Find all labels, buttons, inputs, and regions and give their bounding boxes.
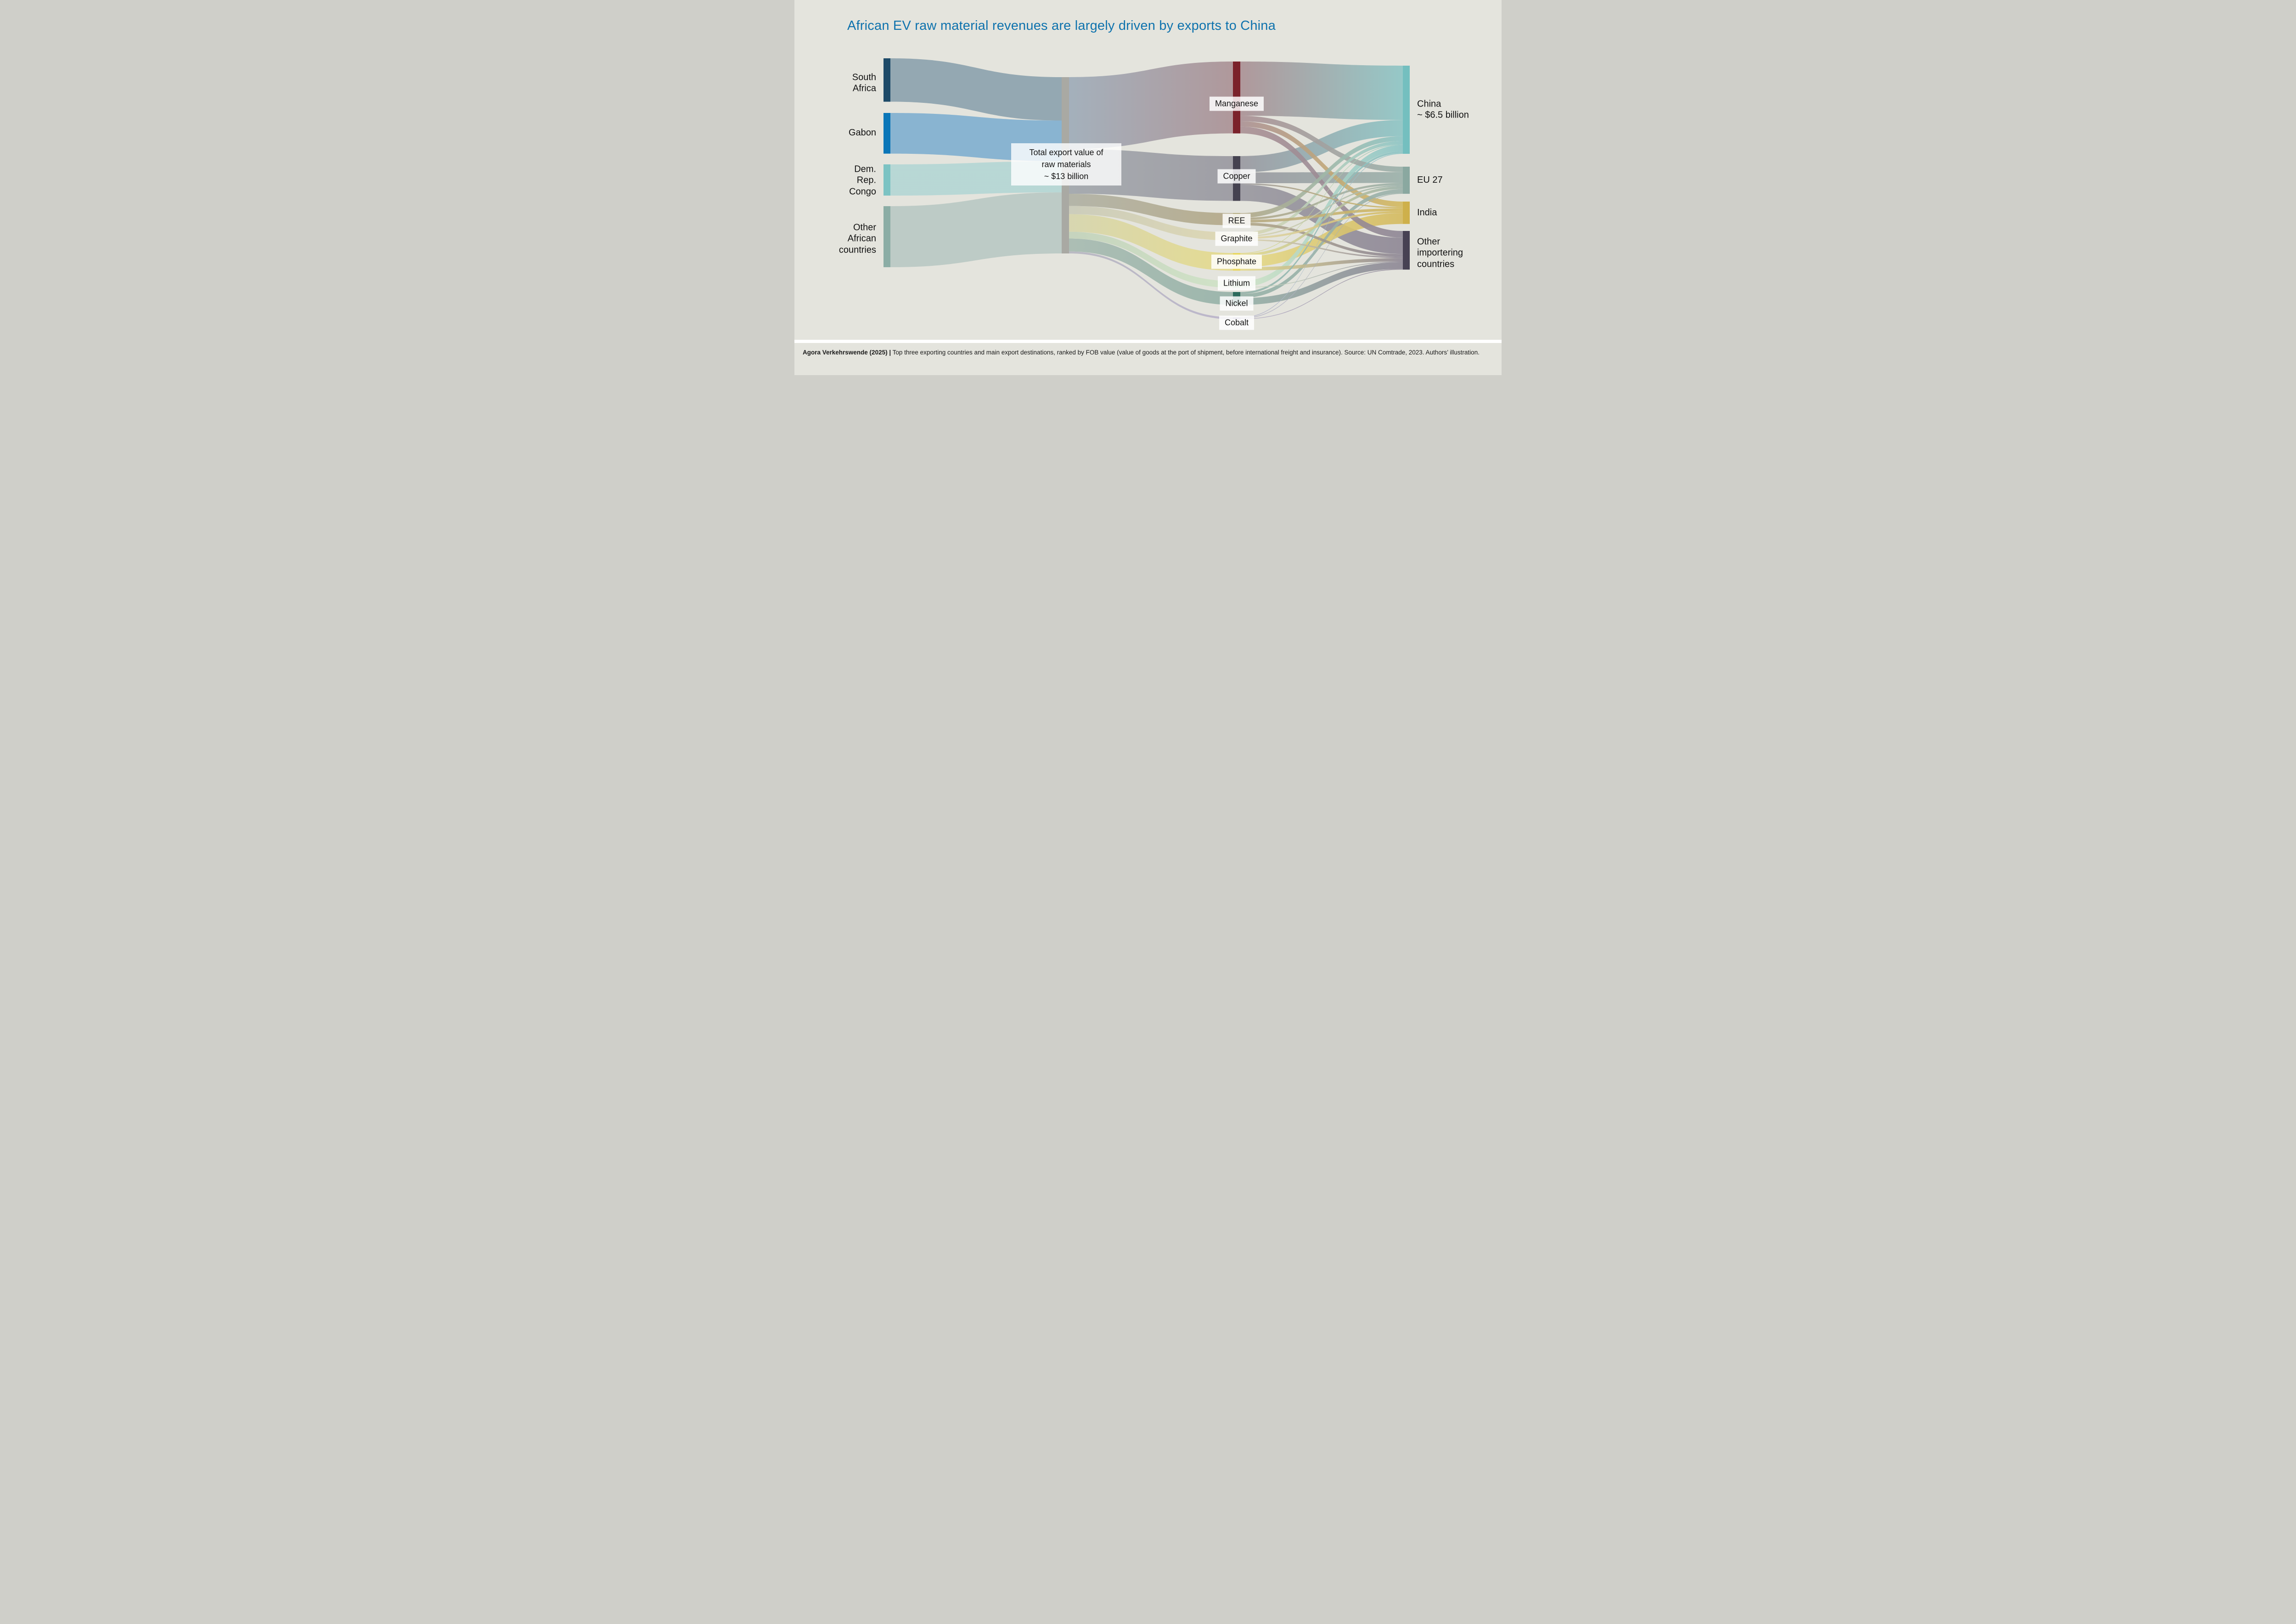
flow-graphite-to-india [1240, 211, 1403, 239]
material-label-copper: Copper [1217, 169, 1256, 184]
flow-copper-to-india [1240, 183, 1403, 208]
total-export-annotation: Total export value of raw materials ~ $1… [1011, 143, 1121, 185]
chart-title: African EV raw material revenues are lar… [847, 18, 1276, 33]
footer-publisher: Agora Verkehrswende (2025) | [803, 349, 891, 356]
flow-graphite-to-china [1240, 140, 1403, 236]
flow-manganese-to-other-importering-countries [1240, 126, 1403, 238]
footer-source-note: Agora Verkehrswende (2025) | Top three e… [803, 348, 1494, 357]
flow-cobalt-to-china [1240, 153, 1403, 318]
flow-cobalt-to-eu-27 [1240, 193, 1403, 319]
flow-phosphate-to-china [1240, 144, 1403, 254]
flow-south-africa-to-total [890, 58, 1062, 121]
flow-graphite-to-other-importering-countries [1240, 239, 1403, 258]
flow-total-to-cobalt [1069, 251, 1233, 320]
flow-total-to-graphite [1069, 206, 1233, 241]
flow-total-to-manganese [1069, 62, 1233, 149]
source-label-drc: Dem. Rep. Congo [849, 164, 876, 197]
flow-ree-to-eu-27 [1240, 183, 1403, 220]
node-dem-rep-congo [884, 164, 890, 196]
flow-graphite-to-eu-27 [1240, 185, 1403, 237]
flow-ree-to-china [1240, 136, 1403, 218]
destination-label-eu27: EU 27 [1417, 174, 1443, 185]
source-label-south-africa: South Africa [852, 72, 876, 94]
flow-total-to-ree [1069, 194, 1233, 225]
material-label-lithium: Lithium [1217, 276, 1256, 291]
material-label-manganese: Manganese [1209, 96, 1264, 111]
material-label-graphite: Graphite [1215, 231, 1258, 246]
destination-label-india: India [1417, 207, 1437, 218]
material-label-ree: REE [1222, 214, 1251, 228]
node-gabon [884, 113, 890, 154]
flow-cobalt-to-other-importering-countries [1240, 269, 1403, 320]
flow-lithium-to-other-importering-countries [1240, 261, 1403, 288]
footer-description: Top three exporting countries and main e… [891, 349, 1480, 356]
flow-copper-to-other-importering-countries [1240, 185, 1403, 254]
destination-label-other-importing: Other importering countries [1417, 236, 1463, 270]
material-label-phosphate: Phosphate [1211, 254, 1262, 269]
flow-phosphate-to-other-importering-countries [1240, 258, 1403, 271]
flow-manganese-to-india [1240, 121, 1403, 207]
node-china [1403, 66, 1410, 154]
flow-manganese-to-china [1240, 62, 1403, 120]
sankey-diagram [884, 58, 1410, 320]
flow-nickel-to-eu-27 [1240, 189, 1403, 298]
flow-manganese-to-eu-27 [1240, 116, 1403, 172]
material-label-cobalt: Cobalt [1219, 315, 1255, 330]
flow-ree-to-other-importering-countries [1240, 222, 1403, 257]
footer-divider [794, 340, 1502, 343]
flow-nickel-to-china [1240, 151, 1403, 294]
flow-phosphate-to-eu-27 [1240, 186, 1403, 257]
flow-total-to-phosphate [1069, 214, 1233, 271]
source-label-gabon: Gabon [848, 127, 876, 138]
flow-total-to-lithium [1069, 231, 1233, 288]
node-other-african-countries [884, 206, 890, 267]
node-other-importering-countries [1403, 231, 1410, 270]
material-label-nickel: Nickel [1220, 296, 1254, 311]
infographic-canvas: African EV raw material revenues are lar… [794, 0, 1502, 375]
flow-nickel-to-other-importering-countries [1240, 262, 1403, 305]
node-south-africa [884, 58, 890, 102]
node-india [1403, 202, 1410, 224]
flow-total-to-nickel [1069, 238, 1233, 305]
source-label-other-african: Other African countries [838, 222, 876, 255]
node-eu-27 [1403, 167, 1410, 194]
flow-other-african-countries-to-total [890, 192, 1062, 267]
sankey-links [890, 58, 1403, 320]
destination-label-china: China ~ $6.5 billion [1417, 99, 1469, 120]
flow-ree-to-india [1240, 208, 1403, 223]
